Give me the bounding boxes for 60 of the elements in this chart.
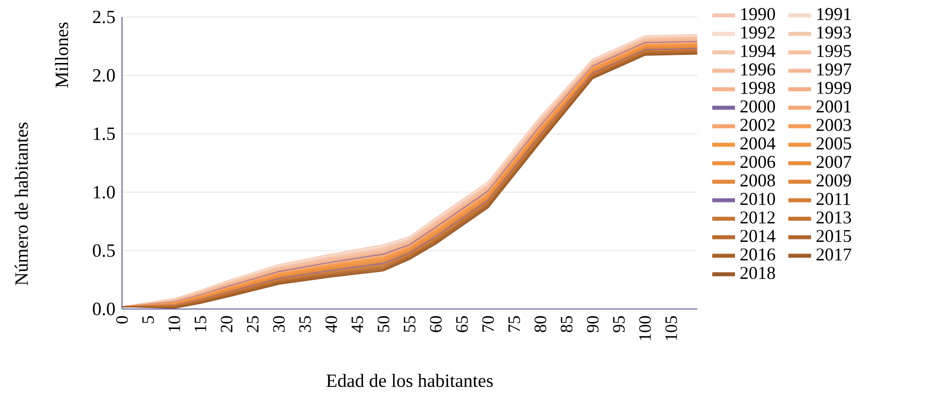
y-tick-label: 2.0 <box>93 69 115 82</box>
x-tick-label: 80 <box>534 316 546 332</box>
y-tick-label: 1.0 <box>94 186 115 199</box>
legend-label: 2018 <box>740 266 775 280</box>
y-tick-label: 2.5 <box>93 10 115 24</box>
x-tick-label: 30 <box>273 316 285 332</box>
x-tick-label: 5 <box>142 316 154 324</box>
y-tick-label: 1.5 <box>94 127 115 140</box>
legend-label: 2008 <box>740 174 775 187</box>
legend-label: 1993 <box>817 26 852 39</box>
x-tick-label: 25 <box>246 316 259 332</box>
text: Millones <box>55 22 68 88</box>
legend-label: 2001 <box>816 100 851 113</box>
x-tick-label: 95 <box>613 316 625 332</box>
x-tick-label: 35 <box>299 316 311 332</box>
legend-label: 2016 <box>740 248 776 261</box>
x-tick-label: 75 <box>508 316 520 332</box>
legend-label: 1995 <box>817 44 852 58</box>
legend-label: 2017 <box>816 248 852 261</box>
x-tick-label: 15 <box>194 316 206 332</box>
legend-label: 2003 <box>816 118 852 132</box>
legend-label: 2006 <box>740 156 776 168</box>
legend-label: 2012 <box>740 211 775 224</box>
y-tick-label: 0.0 <box>92 302 115 316</box>
legend-label: 2007 <box>816 156 852 168</box>
legend-label: 1999 <box>817 82 852 94</box>
x-tick-label: 50 <box>378 316 390 332</box>
x-tick-label: 10 <box>168 316 180 332</box>
legend-label: 2013 <box>816 211 852 224</box>
legend-label: 2015 <box>816 230 852 242</box>
y-tick-label: 0.5 <box>92 244 115 257</box>
legend-label: 1991 <box>817 8 851 20</box>
legend-label: 1994 <box>741 44 776 58</box>
legend-label: 1996 <box>741 63 776 76</box>
x-tick-label: 85 <box>560 316 572 332</box>
legend-label: 2011 <box>816 192 850 206</box>
legend-label: 2005 <box>816 137 852 150</box>
legend-label: 1990 <box>741 8 775 20</box>
legend-label: 2004 <box>740 137 776 150</box>
x-tick-label: 20 <box>220 316 232 332</box>
legend-label: 2002 <box>740 118 775 132</box>
x-tick-label: 40 <box>325 316 338 332</box>
legend-label: 2010 <box>740 192 775 206</box>
legend-label: 1998 <box>741 82 775 94</box>
x-tick-label: 105 <box>665 316 678 340</box>
legend-label: 2009 <box>816 174 852 187</box>
x-tick-label: 55 <box>404 316 416 332</box>
x-tick-label: 60 <box>430 316 442 332</box>
x-tick-label: 90 <box>586 316 599 332</box>
x-tick-label: 65 <box>456 316 468 332</box>
x-tick-label: 45 <box>352 316 364 332</box>
x-axis-title: Edad de los habitantes <box>326 374 493 388</box>
legend-label: 2000 <box>740 100 775 113</box>
legend-label: 1997 <box>817 63 852 76</box>
x-tick-label: 0 <box>116 316 128 324</box>
x-tick-label: 70 <box>482 316 494 332</box>
legend-label: 2014 <box>740 230 776 242</box>
legend-label: 1992 <box>741 26 775 39</box>
y-axis-title: Número de habitantes <box>14 122 28 286</box>
x-tick-label: 100 <box>639 316 651 340</box>
